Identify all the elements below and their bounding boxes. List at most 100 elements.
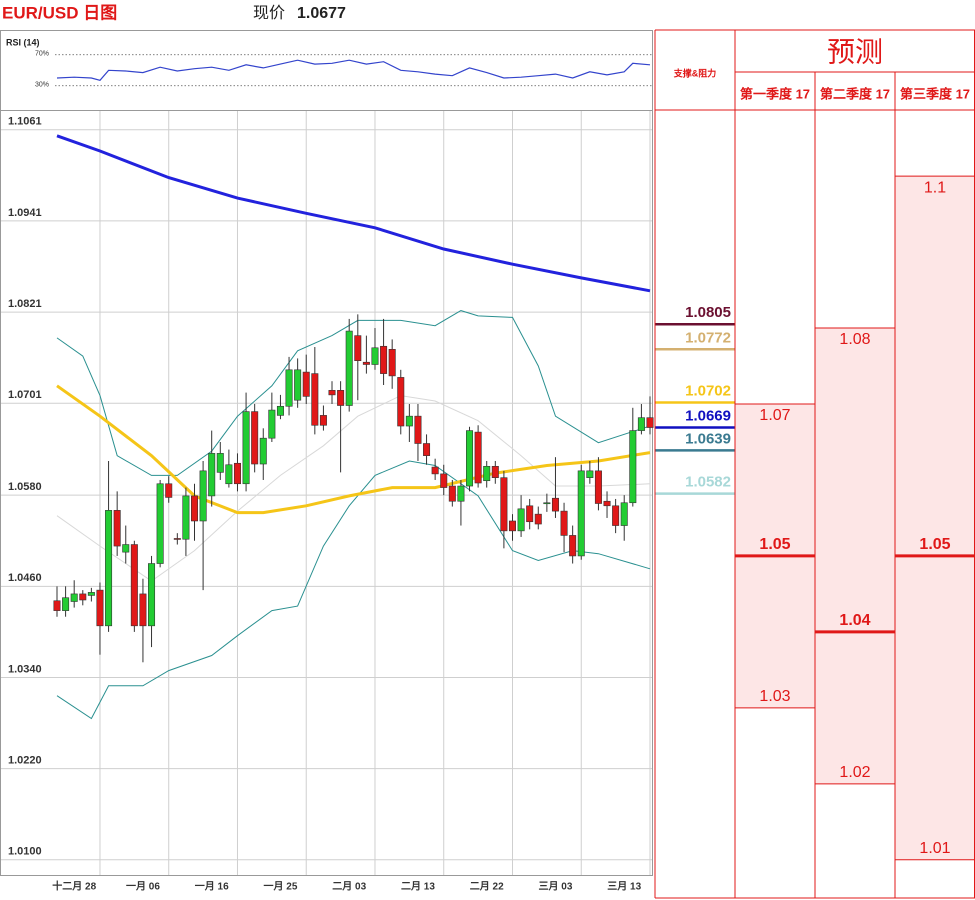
candle-body [388,348,396,377]
forecast-mid-label: 1.05 [919,536,950,553]
candle-body [139,593,147,627]
candle-body [208,453,216,497]
candle-body [431,466,439,475]
title: EUR/USD 日图 [2,3,117,22]
x-tick-label: 一月 06 [126,881,160,893]
x-tick-label: 二月 22 [470,881,504,893]
candle-body [526,505,534,523]
candle-body [337,390,345,406]
candle-body [130,544,138,627]
forecast-low-label: 1.03 [759,688,790,705]
forecast-range [895,176,975,860]
candle-body [483,465,491,482]
candle-body [603,500,611,507]
candle-body [620,502,628,526]
candle-body [517,508,525,532]
candle-body [53,600,61,611]
candle-body [276,405,284,416]
candle-body [586,470,594,478]
y-tick-label: 1.0340 [8,663,42,675]
candle-body [612,505,620,526]
overlay-line [56,384,651,515]
candle-body [405,415,413,427]
candle-body [354,335,362,361]
candle-body [173,538,181,540]
forecast-mid-label: 1.05 [759,536,790,553]
level-label: 1.0669 [685,408,731,425]
candle-body [285,369,293,407]
rsi-frame [0,30,653,111]
price-label: 现价 [253,5,285,22]
forecast-title: 预测 [827,36,883,69]
candle-body [268,409,276,439]
candle-body [637,417,645,431]
forecast-mid-label: 1.04 [839,612,870,629]
candle-body [319,415,327,426]
rsi-tick-label: 70% [35,51,49,58]
candle-body [96,589,104,627]
main-frame [0,110,653,876]
candle-body [259,437,267,465]
overlay-line [56,134,651,293]
x-tick-label: 一月 25 [263,881,297,893]
candle-body [251,411,259,465]
overlay-line [56,460,651,720]
candle-body [113,510,121,547]
y-tick-label: 1.0821 [8,298,42,310]
candle-body [397,377,405,427]
x-tick-label: 三月 13 [607,881,641,893]
candle-body [294,369,302,401]
y-tick-label: 1.0100 [8,846,42,858]
quarter-label: 第二季度 17 [820,86,890,101]
level-label: 1.0805 [685,304,731,321]
candle-body [233,462,241,485]
rsi-line [56,59,651,81]
y-tick-label: 1.0580 [8,481,42,493]
candle-body [560,510,568,536]
y-tick-label: 1.1061 [8,116,42,128]
forecast-low-label: 1.02 [839,764,870,781]
candle-body [534,513,542,525]
rsi-label: RSI (14) [6,37,40,47]
candle-body [569,535,577,557]
candle-body [182,495,190,540]
forecast-high-label: 1.07 [759,407,790,424]
candle-body [594,470,602,504]
candle-body [466,430,474,487]
candle-body [199,470,207,522]
candle-body [87,592,95,596]
overlay-line [56,310,651,476]
y-tick-label: 1.0941 [8,207,42,219]
candle-body [440,473,448,488]
candle-body [242,411,250,485]
candle-body [629,430,637,504]
candle-body [500,477,508,532]
candle-body [474,431,482,484]
forecast-range [815,328,895,784]
x-tick-label: 三月 03 [539,881,573,893]
y-tick-label: 1.0701 [8,389,42,401]
quarter-label: 第一季度 17 [740,86,810,101]
forecast-high-label: 1.08 [839,331,870,348]
candle-body [156,483,164,564]
candle-body [62,597,70,611]
candle-body [371,347,379,365]
candle-body [345,330,353,406]
x-tick-label: 二月 13 [401,881,435,893]
quarter-label: 第三季度 17 [900,86,970,101]
candle-body [457,485,465,502]
candle-body [148,563,156,627]
candle-body [380,345,388,374]
candle-body [551,497,559,512]
candle-body [577,470,585,557]
candle-body [165,483,173,498]
candle-body [423,443,431,456]
levels-title: 支撑&阻力 [673,67,717,78]
x-tick-label: 二月 03 [332,881,366,893]
candle-body [70,593,78,602]
candle-body [216,453,224,473]
level-label: 1.0582 [685,474,731,491]
level-label: 1.0639 [685,430,731,447]
candle-body [491,465,499,478]
price: 1.0677 [297,5,346,22]
